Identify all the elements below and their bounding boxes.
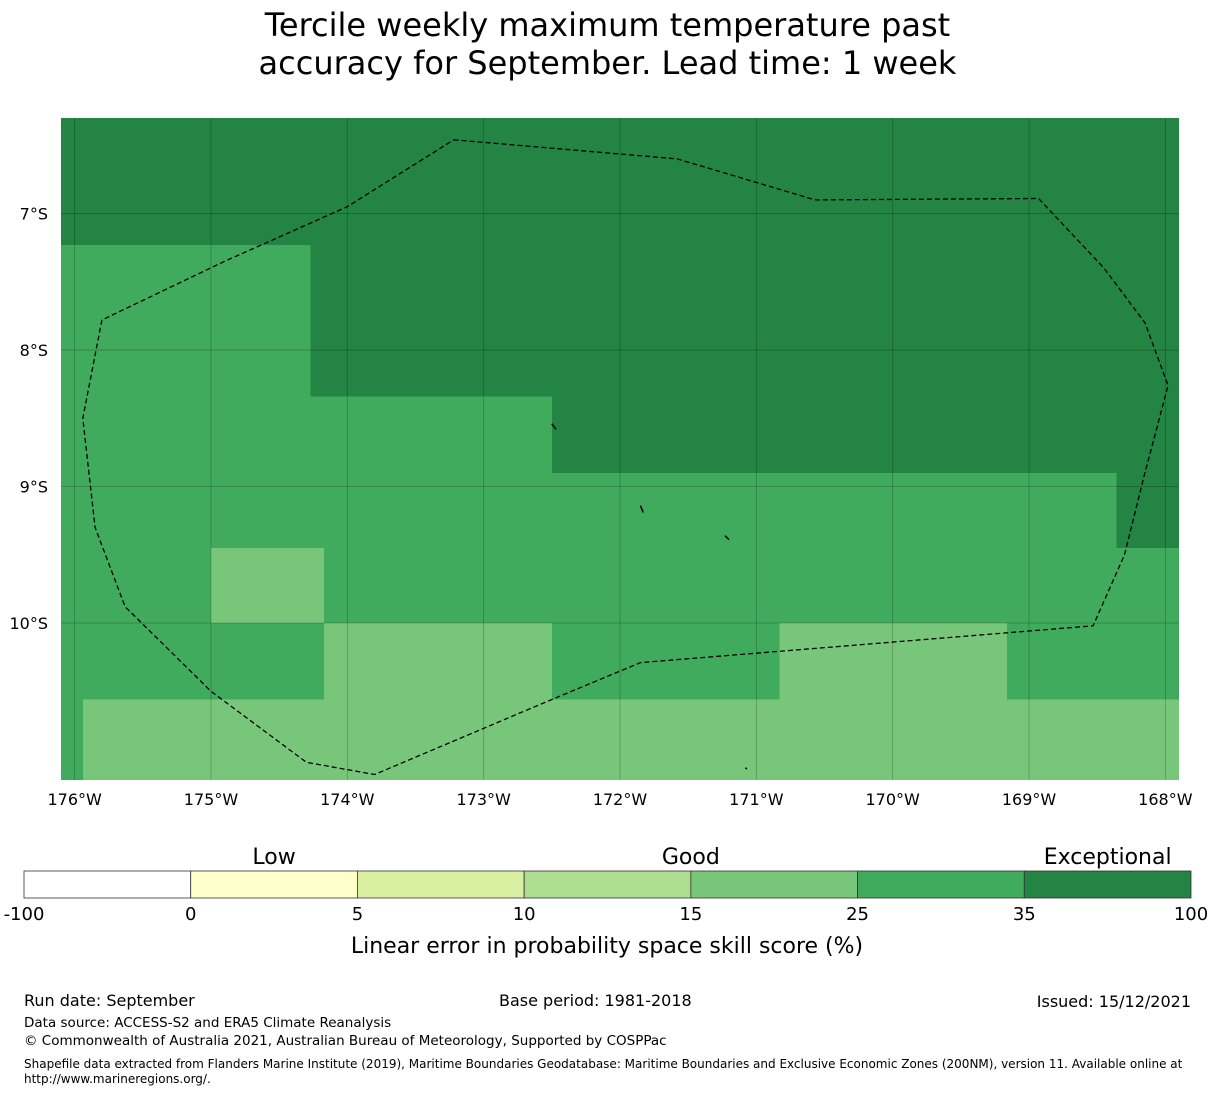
base-period: Base period: 1981-2018 [499, 991, 692, 1010]
grid-cell [61, 623, 325, 700]
grid-cell [61, 118, 1179, 245]
latitude-tick-label: 10°S [9, 614, 48, 633]
latitude-tick-label: 9°S [20, 478, 48, 497]
grid-cell [324, 623, 552, 700]
grid-cell [551, 396, 1179, 473]
grid-cell [779, 623, 1008, 700]
grid-cell [82, 699, 1179, 780]
grid-cell [310, 244, 1179, 397]
colorbar-swatch [190, 870, 358, 899]
island-coastline [639, 505, 644, 513]
issued-date: Issued: 15/12/2021 [1036, 992, 1191, 1011]
colorbar-swatch [1023, 870, 1192, 899]
colorbar-swatches [23, 870, 1192, 899]
longitude-tick-label: 168°W [1138, 790, 1193, 809]
colorbar: Low Good Exceptional -100 0 5 10 15 25 35 100 Lin… [4, 845, 1209, 959]
grid-cell [551, 623, 780, 700]
grid-cell [61, 396, 552, 473]
grid-cell [210, 547, 325, 624]
colorbar-tick-label: 10 [513, 904, 536, 925]
map-title: Tercile weekly maximum temperature past … [0, 6, 1215, 82]
colorbar-title: Linear error in probability space skill … [351, 934, 863, 959]
colorbar-tick-label: 35 [1013, 904, 1036, 925]
graticule [61, 118, 1179, 780]
island-coastline [744, 767, 748, 770]
data-source: Data source: ACCESS-S2 and ERA5 Climate … [24, 1015, 392, 1031]
colorbar-swatch [690, 870, 858, 899]
grid-cell [1007, 623, 1179, 700]
grid-cell [61, 699, 83, 780]
colorbar-swatch [357, 870, 525, 899]
longitude-tick-label: 170°W [866, 790, 921, 809]
map-title-line-2: accuracy for September. Lead time: 1 wee… [258, 44, 957, 82]
colorbar-tick-label: 0 [185, 904, 196, 925]
map-title-line-1: Tercile weekly maximum temperature past [264, 6, 951, 44]
colorbar-category-label: Low [252, 845, 295, 870]
colorbar-swatch [857, 870, 1025, 899]
grid-cell [61, 472, 1117, 548]
colorbar-categories: Low Good Exceptional [252, 845, 1171, 870]
coastline [551, 423, 748, 770]
longitude-tick-label: 174°W [320, 790, 375, 809]
colorbar-swatch [523, 870, 692, 899]
colorbar-tick-label: 5 [352, 904, 363, 925]
colorbar-tick-label: 25 [846, 904, 869, 925]
colorbar-tick-label: -100 [4, 904, 45, 925]
shapefile-credit: Shapefile data extracted from Flanders M… [24, 1057, 1183, 1086]
latitude-tick-label: 7°S [20, 205, 48, 224]
longitude-tick-label: 169°W [1002, 790, 1057, 809]
latitude-tick-label: 8°S [20, 341, 48, 360]
longitude-tick-label: 173°W [456, 790, 511, 809]
colorbar-tick-labels: -100 0 5 10 15 25 35 100 [4, 904, 1209, 925]
colorbar-category-label: Exceptional [1044, 845, 1172, 870]
longitude-tick-label: 175°W [184, 790, 239, 809]
grid-cell [61, 244, 311, 397]
latitude-ticks: 7°S 8°S 9°S 10°S [9, 205, 48, 633]
colorbar-tick-label: 100 [1174, 904, 1208, 925]
colorbar-category-label: Good [662, 845, 720, 870]
longitude-tick-label: 171°W [729, 790, 784, 809]
eez-boundary [82, 139, 1169, 776]
longitude-tick-label: 172°W [593, 790, 648, 809]
longitude-tick-label: 176°W [47, 790, 102, 809]
colorbar-swatch [23, 870, 192, 899]
run-date: Run date: September [24, 991, 195, 1010]
colorbar-tick-label: 15 [679, 904, 702, 925]
skill-score-grid [61, 118, 1179, 780]
island-coastline [724, 535, 730, 541]
island-coastline [551, 423, 557, 430]
longitude-ticks: 176°W 175°W 174°W 173°W 172°W 171°W 170°W 169°W… [47, 790, 1192, 809]
copyright: © Commonwealth of Australia 2021, Austra… [24, 1033, 667, 1049]
grid-cell [1116, 472, 1179, 548]
